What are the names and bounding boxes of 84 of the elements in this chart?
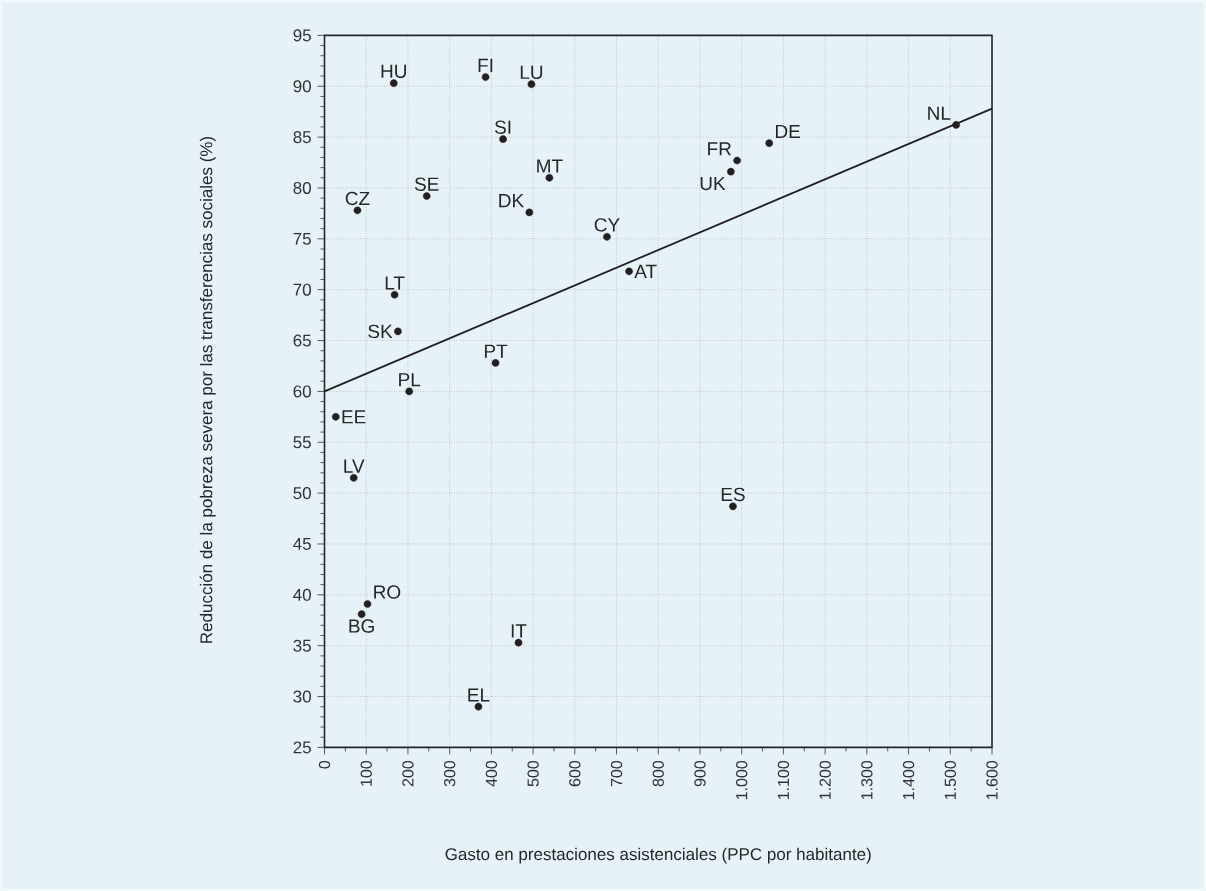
point: [514, 638, 523, 647]
y-tick-label: 25: [293, 741, 311, 754]
annotation: EL: [468, 688, 490, 702]
annotation: DE: [775, 124, 801, 139]
annotation: NL: [928, 106, 951, 120]
y-tick-label: 95: [293, 29, 311, 42]
x-tick-label: 0: [318, 760, 331, 769]
x-tick-label: 300: [444, 760, 456, 787]
y-tick-label: 45: [293, 538, 311, 550]
annotation: AT: [634, 264, 657, 278]
point: [527, 80, 536, 89]
point: [357, 610, 366, 618]
point: [727, 167, 735, 176]
point: [474, 702, 483, 711]
y-tick-label: 80: [293, 181, 311, 194]
point: [422, 192, 431, 200]
y-tick-label: 60: [293, 385, 311, 398]
y-tick-label: 90: [293, 80, 311, 93]
x-tick-label: 1.300: [861, 760, 873, 800]
annotation: PT: [484, 344, 508, 358]
y-tick-label: 50: [293, 487, 311, 500]
y-tick-label: 35: [293, 639, 311, 652]
y-axis-title: Reducción de la pobreza severa por las transferencias sociales (%): [199, 136, 216, 643]
x-tick-label: 1.600: [986, 760, 998, 800]
point: [389, 79, 398, 87]
annotation: LU: [520, 65, 543, 80]
point: [545, 173, 554, 182]
x-tick-label: 800: [652, 760, 664, 787]
x-tick-label: 1.000: [736, 760, 748, 800]
point: [625, 267, 633, 276]
point: [363, 600, 372, 608]
x-tick-label: 900: [694, 760, 706, 787]
point: [390, 290, 399, 299]
annotation: CZ: [345, 191, 370, 206]
x-tick-label: 1.400: [902, 760, 915, 800]
x-tick-label: 500: [527, 760, 539, 787]
annotation: ES: [721, 487, 745, 502]
x-tick-label: 1.500: [944, 760, 956, 800]
annotation: UK: [700, 176, 726, 191]
annotation: CY: [594, 218, 620, 232]
annotation: HU: [381, 64, 406, 78]
point: [353, 206, 362, 215]
y-tick-label: 75: [293, 232, 311, 245]
x-axis-title: Gasto en prestaciones asistenciales (PPC por habitante): [445, 847, 871, 864]
y-tick-label: 70: [293, 283, 311, 296]
x-tick-label: 200: [402, 760, 414, 787]
y-tick-label: 65: [293, 334, 311, 347]
annotation: RO: [374, 585, 401, 599]
point: [729, 502, 737, 511]
x-tick-label: 100: [360, 760, 372, 786]
x-tick-label: 400: [485, 760, 498, 787]
annotation: PL: [399, 373, 421, 387]
annotation: SI: [494, 120, 511, 134]
y-tick-label: 30: [293, 690, 311, 703]
annotation: FR: [708, 142, 732, 156]
point: [491, 359, 500, 367]
annotation: IT: [511, 624, 527, 638]
annotation: EE: [342, 410, 366, 424]
annotation: BG: [349, 619, 374, 633]
point: [952, 121, 960, 129]
annotation: DK: [499, 194, 524, 208]
y-tick-label: 40: [293, 588, 311, 601]
y-tick-label: 85: [293, 131, 311, 144]
point: [733, 156, 741, 165]
annotation: LV: [344, 459, 365, 473]
x-tick-label: 700: [610, 760, 623, 787]
y-tick-label: 55: [293, 436, 311, 449]
x-tick-label: 1.200: [819, 760, 831, 800]
point: [765, 139, 774, 148]
annotation: FI: [478, 58, 493, 72]
point: [349, 474, 358, 482]
x-tick-label: 1.100: [777, 760, 790, 800]
point: [331, 413, 340, 421]
point: [603, 232, 611, 241]
annotation: SE: [414, 177, 439, 191]
point: [525, 208, 534, 217]
point: [499, 135, 507, 143]
point: [394, 327, 402, 336]
point: [481, 73, 490, 81]
annotation: MT: [537, 159, 563, 173]
annotation: LT: [385, 276, 405, 290]
x-tick-label: 600: [569, 760, 581, 787]
annotation: SK: [368, 324, 393, 339]
point: [405, 387, 413, 396]
